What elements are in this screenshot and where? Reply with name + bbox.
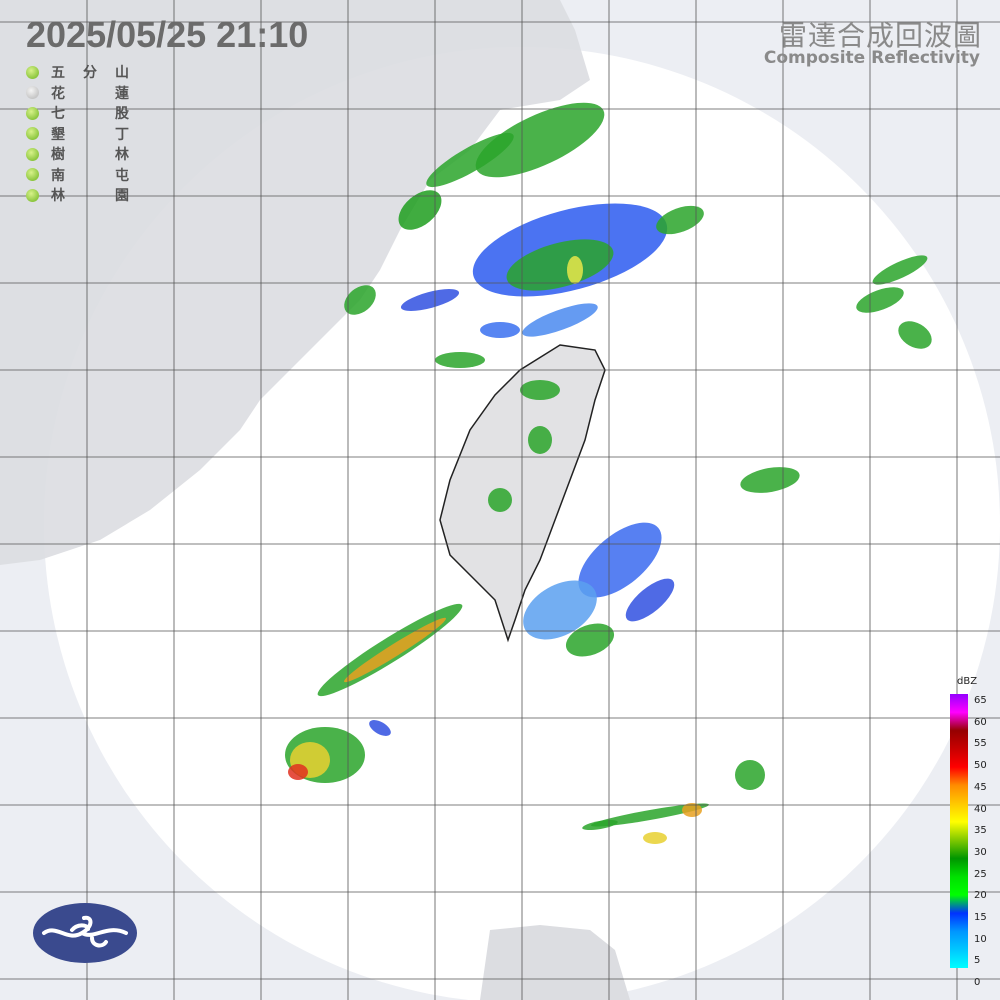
- echo-cell: [488, 488, 512, 512]
- station-status-icon: [26, 65, 39, 79]
- radar-station: 墾丁: [26, 124, 129, 145]
- radar-station: 南屯: [26, 165, 129, 186]
- legend-tick: 0: [974, 977, 981, 989]
- legend-tick: 20: [974, 890, 987, 902]
- station-status-icon: [26, 86, 39, 100]
- echo-cell: [369, 720, 391, 736]
- echo-cell: [682, 803, 702, 817]
- station-name-left: 五: [51, 65, 65, 82]
- echo-cell: [344, 285, 376, 315]
- station-status-icon: [26, 106, 39, 120]
- echo-cell: [643, 832, 667, 844]
- echo-cell: [528, 426, 552, 454]
- radar-station: 五分山: [26, 62, 129, 83]
- echo-cell: [426, 132, 514, 188]
- radar-station: 七股: [26, 103, 129, 124]
- station-name-left: 樹: [51, 147, 65, 164]
- legend-tick: 30: [974, 846, 987, 858]
- station-name-right: 屯: [115, 167, 129, 184]
- station-name-left: 花: [51, 85, 65, 102]
- legend-tick: 5: [974, 955, 981, 967]
- echo-cell: [565, 623, 615, 657]
- station-name-left: 南: [51, 167, 65, 184]
- echo-cell: [520, 380, 560, 400]
- echo-cell: [567, 256, 583, 284]
- station-name-mid: 分: [83, 65, 97, 82]
- station-name-right: 股: [115, 106, 129, 123]
- echo-cell: [344, 617, 446, 683]
- echo-cell: [480, 322, 520, 338]
- echo-cell: [590, 803, 710, 827]
- echo-cell: [398, 190, 442, 230]
- china-coast-land: [0, 0, 590, 565]
- luzon-land: [480, 925, 630, 1000]
- map-title-english: Composite Reflectivity: [763, 48, 980, 68]
- station-name-left: 墾: [51, 126, 65, 143]
- legend-tick: 45: [974, 781, 987, 793]
- legend-color-bar: [950, 694, 968, 968]
- echo-cell: [740, 467, 800, 493]
- radar-station: 林園: [26, 185, 129, 206]
- station-status-icon: [26, 127, 39, 141]
- echo-cell: [400, 289, 460, 311]
- taiwan-island: [439, 344, 606, 643]
- echo-cell: [435, 352, 485, 368]
- echo-cell: [523, 580, 597, 640]
- legend-tick: 15: [974, 912, 987, 923]
- legend-tick: 25: [974, 868, 987, 880]
- echo-cell: [506, 239, 614, 291]
- legend-tick: 60: [974, 716, 987, 728]
- radar-echoes: [285, 102, 932, 844]
- station-name-right: 山: [115, 65, 129, 82]
- station-status-icon: [26, 147, 39, 161]
- radar-station-list: 五分山 花蓮 七股 墾丁 樹林 南屯 林園: [26, 62, 129, 206]
- echo-cell: [522, 303, 598, 337]
- station-name-right: 園: [115, 188, 129, 205]
- legend-tick: 40: [974, 803, 987, 815]
- cwa-logo: [33, 903, 137, 963]
- legend-tick: 65: [974, 695, 987, 706]
- radar-station: 花蓮: [26, 83, 129, 104]
- echo-cell: [475, 102, 605, 178]
- echo-cell: [656, 205, 704, 235]
- legend-tick: 55: [974, 738, 987, 750]
- legend-tick: 50: [974, 760, 987, 772]
- echo-cell: [625, 578, 675, 622]
- legend-tick: 10: [974, 933, 987, 945]
- echo-cell: [578, 522, 662, 598]
- station-name-left: 林: [51, 188, 65, 205]
- station-name-right: 林: [115, 147, 129, 164]
- radar-station: 樹林: [26, 144, 129, 165]
- legend-tick: 35: [974, 825, 987, 837]
- station-status-icon: [26, 168, 39, 182]
- station-status-icon: [26, 188, 39, 202]
- map-title-chinese: 雷達合成回波圖: [778, 19, 982, 52]
- station-name-right: 蓮: [115, 85, 129, 102]
- timestamp: 2025/05/25 21:10: [26, 14, 309, 55]
- echo-cell: [856, 287, 904, 313]
- legend-unit: dBZ: [957, 676, 978, 687]
- echo-cell: [735, 760, 765, 790]
- echo-cell: [898, 321, 932, 349]
- station-name-right: 丁: [115, 126, 129, 143]
- echo-cell: [288, 764, 308, 780]
- echo-cell: [872, 255, 928, 285]
- station-name-left: 七: [51, 106, 65, 123]
